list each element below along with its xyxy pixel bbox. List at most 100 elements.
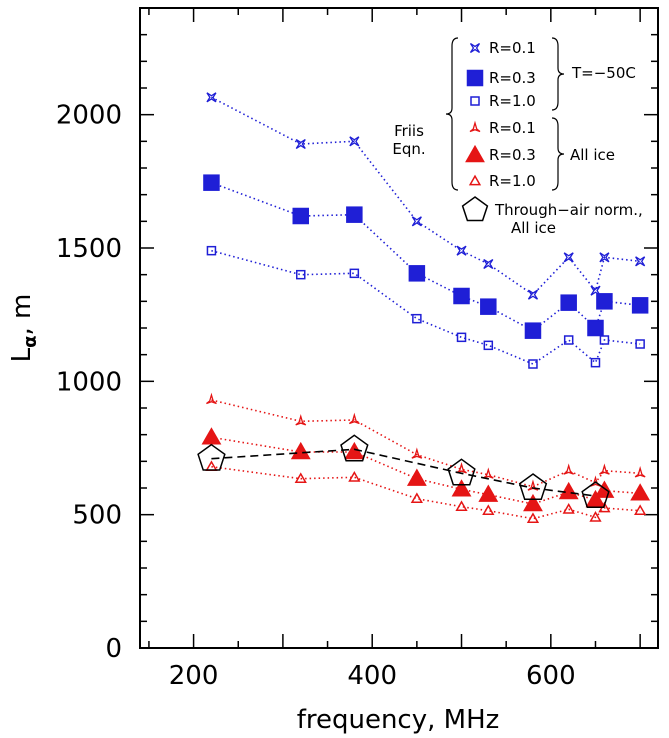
legend-marker bbox=[466, 69, 484, 87]
legend-cold-group-label: T=−50C bbox=[571, 64, 636, 82]
data-point bbox=[411, 447, 423, 459]
data-point bbox=[456, 245, 467, 256]
y-tick-label: 1000 bbox=[56, 367, 122, 397]
data-point bbox=[528, 359, 538, 369]
data-point bbox=[295, 414, 307, 426]
series-2 bbox=[206, 245, 645, 369]
data-point bbox=[483, 258, 494, 270]
data-point bbox=[527, 289, 539, 300]
legend-brace-cold bbox=[551, 37, 565, 111]
x-axis-label: frequency, MHz bbox=[297, 705, 500, 735]
data-point bbox=[456, 462, 467, 474]
data-point bbox=[349, 268, 360, 279]
data-point bbox=[634, 504, 647, 516]
data-point bbox=[558, 481, 579, 500]
y-axis-label-main: L bbox=[7, 347, 37, 362]
data-point bbox=[206, 392, 217, 405]
y-tick-label: 500 bbox=[72, 501, 122, 531]
data-point bbox=[599, 463, 610, 475]
legend-friis-label-2: Eqn. bbox=[392, 140, 425, 158]
data-point bbox=[455, 500, 468, 512]
legend-marker bbox=[461, 196, 489, 222]
data-point bbox=[480, 298, 497, 315]
data-point bbox=[563, 335, 574, 345]
data-point bbox=[630, 483, 651, 501]
data-point bbox=[447, 458, 476, 486]
legend-entry-label: R=0.1 bbox=[489, 119, 536, 137]
axes: 200 400 600 0 500 1000 1500 2000 bbox=[56, 7, 658, 691]
legend-entry-label: R=0.3 bbox=[489, 69, 536, 87]
x-tick-label: 200 bbox=[169, 661, 219, 691]
data-point bbox=[295, 138, 306, 150]
series-4 bbox=[201, 427, 651, 512]
data-point bbox=[205, 460, 218, 472]
plot-frame bbox=[139, 7, 659, 649]
data-point bbox=[478, 484, 499, 502]
legend-entry-label: R=1.0 bbox=[489, 92, 536, 110]
data-point bbox=[294, 472, 307, 484]
legend-marker bbox=[465, 144, 485, 163]
data-point bbox=[451, 479, 472, 497]
legend-marker bbox=[469, 42, 481, 54]
data-point bbox=[411, 216, 422, 227]
series-3 bbox=[206, 392, 646, 491]
legend-entry-label: R=0.1 bbox=[489, 39, 536, 57]
data-point bbox=[587, 319, 604, 337]
series-0 bbox=[206, 92, 646, 300]
data-point bbox=[634, 466, 646, 478]
data-point bbox=[456, 332, 467, 343]
data-point bbox=[410, 492, 423, 504]
data-point bbox=[523, 493, 543, 512]
data-point bbox=[526, 512, 540, 524]
series-line bbox=[211, 181, 641, 332]
data-point bbox=[563, 463, 575, 475]
legend: R=0.1 R=0.3 R=1.0 R=0.1 R=0.3 R=1.0 bbox=[445, 37, 565, 222]
data-point bbox=[206, 245, 217, 256]
legend-entry-label: R=0.3 bbox=[489, 146, 536, 164]
data-point bbox=[453, 287, 470, 305]
data-point bbox=[348, 412, 360, 425]
data-point bbox=[206, 92, 217, 103]
legend-ice-group-label: All ice bbox=[570, 146, 615, 164]
data-point bbox=[589, 510, 602, 522]
data-point bbox=[348, 470, 361, 482]
x-tick-label: 400 bbox=[347, 661, 397, 691]
data-point bbox=[408, 265, 426, 282]
data-point bbox=[482, 504, 495, 516]
data-point bbox=[203, 174, 220, 191]
data-point bbox=[596, 293, 613, 310]
series-5 bbox=[205, 460, 647, 524]
data-point bbox=[635, 339, 645, 349]
legend-marker bbox=[470, 96, 480, 106]
y-tick-label: 2000 bbox=[56, 101, 122, 131]
data-point bbox=[635, 256, 646, 267]
data-point bbox=[296, 269, 306, 280]
data-point bbox=[197, 443, 226, 471]
data-point bbox=[585, 489, 606, 508]
series-line bbox=[211, 96, 641, 296]
data-point bbox=[599, 335, 610, 345]
data-point bbox=[292, 207, 310, 225]
data-point bbox=[201, 427, 222, 445]
svg-text:Lα, m: Lα, m bbox=[7, 294, 41, 363]
legend-throughair-label-2: All ice bbox=[511, 219, 556, 237]
y-axis-label: Lα, m bbox=[7, 294, 41, 363]
x-tick-label: 600 bbox=[526, 661, 576, 691]
series-line bbox=[211, 399, 641, 488]
data-point bbox=[349, 136, 360, 147]
series-6 bbox=[197, 434, 610, 509]
data-point bbox=[599, 252, 610, 263]
plot-area bbox=[197, 92, 651, 524]
data-point bbox=[562, 502, 575, 514]
y-axis-label-subscript: α bbox=[20, 335, 41, 347]
data-point bbox=[406, 468, 427, 486]
data-point bbox=[581, 481, 610, 509]
legend-entry-label: R=1.0 bbox=[489, 172, 536, 190]
data-point bbox=[412, 313, 422, 324]
data-point bbox=[518, 473, 548, 501]
data-point bbox=[563, 252, 574, 263]
data-point bbox=[483, 340, 494, 351]
data-point bbox=[340, 434, 369, 462]
y-axis-label-unit: , m bbox=[7, 294, 37, 336]
